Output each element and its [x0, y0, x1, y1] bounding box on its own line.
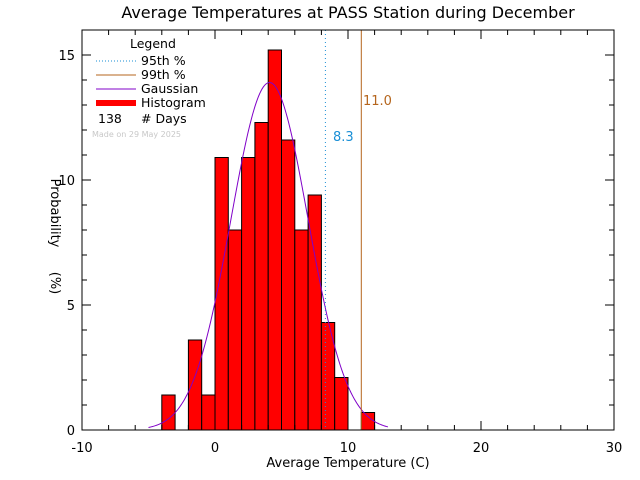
legend-count-label: # Days: [141, 111, 187, 126]
y-tick-label: 0: [67, 424, 75, 439]
histogram-bar: [294, 229, 309, 431]
y-axis-unit: (%): [47, 272, 62, 295]
x-tick-label: 20: [473, 441, 490, 456]
histogram-bar: [227, 229, 243, 431]
histogram-bar: [281, 139, 296, 431]
legend: Legend 138 # Days Made on 29 May 2025 95…: [92, 36, 206, 139]
plot-area: [148, 30, 389, 431]
legend-title: Legend: [130, 36, 176, 51]
legend-label: Histogram: [141, 95, 206, 110]
gaussian-curve: [148, 81, 389, 428]
chart-title: Average Temperatures at PASS Station dur…: [121, 3, 575, 22]
histogram-bar: [360, 412, 376, 431]
x-tick-label: -10: [71, 441, 92, 456]
x-tick-label: 0: [211, 441, 219, 456]
legend-label: 99th %: [141, 67, 186, 82]
x-tick-label: 10: [340, 441, 357, 456]
p99-value-label: 11.0: [363, 94, 392, 109]
y-tick-label: 5: [67, 299, 75, 314]
legend-label: 95th %: [141, 53, 186, 68]
histogram-bar: [267, 49, 283, 431]
histogram-bar: [187, 339, 203, 431]
histogram-bar: [254, 122, 269, 431]
x-axis-label: Average Temperature (C): [266, 456, 429, 471]
y-tick-label: 15: [58, 49, 75, 64]
histogram-bar: [241, 157, 256, 431]
p95-value-label: 8.3: [333, 130, 354, 145]
legend-count: 138: [98, 111, 122, 126]
axis-ticks: -10 0 10 20 30 0 5 10 15: [58, 29, 623, 456]
y-tick-label: 10: [58, 174, 75, 189]
legend-label: Gaussian: [141, 81, 198, 96]
histogram-bar: [334, 377, 349, 431]
x-tick-label: 30: [606, 441, 623, 456]
histogram-bar: [201, 394, 216, 431]
y-axis-label: Probability: [47, 179, 62, 248]
histogram-bar: [161, 394, 176, 431]
creation-stamp: Made on 29 May 2025: [92, 130, 181, 139]
